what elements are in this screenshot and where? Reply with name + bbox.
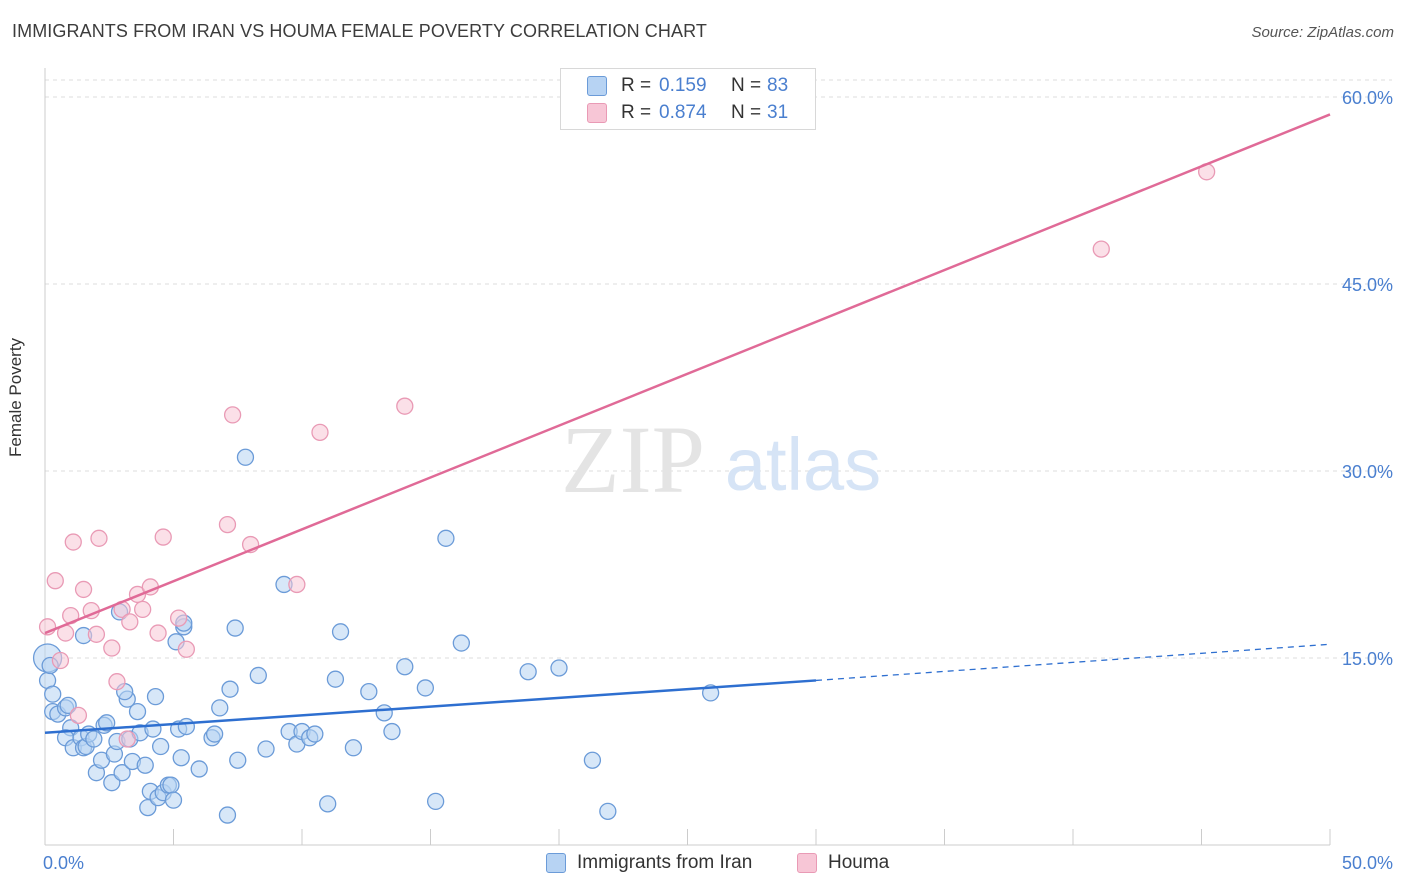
iran-point	[344, 739, 363, 757]
trend-lines	[44, 113, 1331, 735]
watermark-zip: ZIP	[561, 406, 705, 513]
iran-point	[98, 714, 116, 732]
houma-legend-label: Houma	[828, 852, 890, 873]
x-tick-label-max: 50.0%	[1342, 853, 1393, 873]
iran-point	[306, 725, 324, 743]
iran-trend-extension	[815, 643, 1331, 682]
iran-point	[396, 658, 414, 676]
y-tick-label: 15.0%	[1342, 649, 1393, 669]
iran-point	[583, 751, 602, 769]
iran-point	[426, 792, 445, 811]
houma-point	[311, 423, 329, 442]
iran-point	[375, 704, 393, 722]
houma-trend-line	[44, 113, 1331, 635]
houma-legend-swatch	[797, 853, 817, 873]
houma-point	[149, 624, 167, 642]
r-label: R =	[621, 75, 652, 96]
iran-point	[229, 751, 247, 769]
houma-point	[288, 575, 306, 594]
iran-point	[257, 740, 275, 758]
iran-point	[599, 802, 617, 820]
iran-point	[550, 659, 568, 677]
y-tick-label: 45.0%	[1342, 275, 1393, 295]
y-axis-label: Female Poverty	[6, 337, 25, 457]
iran-point	[326, 670, 345, 688]
iran-point	[383, 722, 401, 741]
correlation-legend: R = 0.159 N = 83 R = 0.874 N = 31	[560, 68, 816, 130]
r-value: 0.159	[659, 75, 707, 96]
houma-point	[46, 572, 64, 590]
iran-point	[190, 760, 208, 778]
y-tick-label: 30.0%	[1342, 462, 1393, 482]
r-label: R =	[621, 102, 652, 123]
houma-point	[396, 397, 414, 415]
iran-point	[103, 774, 121, 792]
iran-point	[146, 687, 165, 706]
houma-point	[223, 406, 242, 424]
iran-point	[211, 699, 229, 717]
iran-point	[236, 448, 255, 466]
iran-point	[177, 717, 196, 736]
iran-point	[519, 663, 537, 681]
iran-point	[452, 634, 470, 652]
n-value: 31	[767, 102, 789, 123]
r-value: 0.874	[659, 102, 707, 123]
iran-swatch	[587, 76, 607, 96]
iran-point	[172, 749, 190, 767]
iran-point	[249, 666, 267, 685]
houma-point	[154, 528, 172, 546]
iran-point	[205, 725, 224, 743]
houma-point	[108, 673, 126, 691]
y-tick-label: 60.0%	[1342, 88, 1393, 108]
iran-point	[113, 764, 131, 782]
iran-point	[151, 737, 170, 756]
iran-point	[226, 619, 244, 637]
houma-point	[103, 639, 121, 657]
chart-title: IMMIGRANTS FROM IRAN VS HOUMA FEMALE POV…	[12, 21, 707, 41]
iran-legend-swatch	[546, 853, 566, 873]
iran-point	[331, 623, 350, 641]
houma-point	[134, 600, 152, 619]
x-tick-label-min: 0.0%	[43, 853, 84, 873]
houma-point	[169, 609, 188, 627]
houma-point	[1092, 240, 1110, 258]
iran-point	[416, 679, 435, 697]
iran-point	[319, 795, 337, 813]
houma-point	[90, 529, 108, 547]
watermark-atlas: atlas	[725, 423, 881, 506]
tick-labels: 15.0% 30.0% 45.0% 60.0% 0.0% 50.0%	[43, 88, 1393, 873]
houma-swatch	[587, 103, 607, 123]
iran-point	[218, 806, 237, 824]
iran-point	[221, 680, 239, 698]
n-label: N =	[731, 102, 762, 123]
source-credit: Source: ZipAtlas.com	[1251, 24, 1394, 41]
iran-legend-label: Immigrants from Iran	[577, 852, 753, 873]
iran-point	[144, 720, 162, 738]
houma-point	[177, 640, 196, 658]
houma-point	[74, 580, 93, 599]
houma-point	[121, 613, 139, 631]
iran-point	[162, 776, 180, 794]
iran-point	[360, 683, 378, 701]
houma-point	[64, 533, 82, 551]
iran-point	[437, 529, 455, 547]
houma-point	[87, 625, 106, 643]
houma-points	[38, 163, 1216, 748]
houma-point	[51, 651, 70, 670]
iran-point	[128, 702, 147, 721]
iran-point	[85, 730, 103, 748]
gridlines	[45, 79, 1392, 659]
houma-point	[69, 706, 88, 724]
iran-point	[59, 696, 77, 715]
iran-trend-line	[44, 679, 817, 735]
n-value: 83	[767, 75, 789, 96]
houma-point	[118, 730, 136, 748]
iran-point	[44, 685, 62, 703]
iran-point	[136, 756, 154, 774]
n-label: N =	[731, 75, 762, 96]
iran-point	[164, 791, 183, 809]
houma-point	[218, 515, 237, 534]
